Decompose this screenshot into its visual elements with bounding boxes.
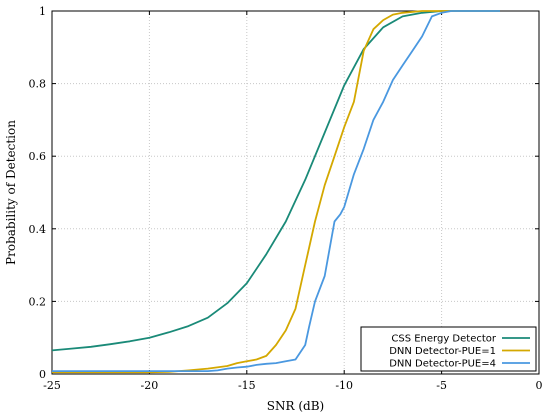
x-tick-label: -10 (335, 379, 353, 392)
x-tick-label: -15 (238, 379, 256, 392)
legend-label: DNN Detector-PUE=1 (389, 346, 496, 357)
y-tick-label: 1 (39, 5, 46, 18)
x-axis-label: SNR (dB) (267, 399, 324, 413)
y-tick-label: 0.4 (29, 223, 47, 236)
y-axis-label: Probability of Detection (4, 120, 18, 265)
grid (51, 10, 540, 375)
x-tick-label: -5 (436, 379, 447, 392)
y-tick-label: 0.8 (29, 78, 47, 91)
legend-label: CSS Energy Detector (391, 334, 497, 345)
x-tick-label: 0 (536, 379, 543, 392)
series-line-2 (52, 10, 500, 374)
x-tick-label: -20 (141, 379, 159, 392)
series-layer (51, 10, 500, 374)
series-line-1 (51, 10, 500, 352)
y-tick-label: 0 (39, 368, 46, 381)
legend-label: DNN Detector-PUE=4 (389, 359, 496, 370)
x-tick-label: -25 (43, 379, 61, 392)
y-tick-label: 0.6 (29, 150, 47, 163)
plot-frame (51, 10, 540, 375)
y-tick-label: 0.2 (29, 295, 47, 308)
series-line-3 (52, 10, 500, 373)
